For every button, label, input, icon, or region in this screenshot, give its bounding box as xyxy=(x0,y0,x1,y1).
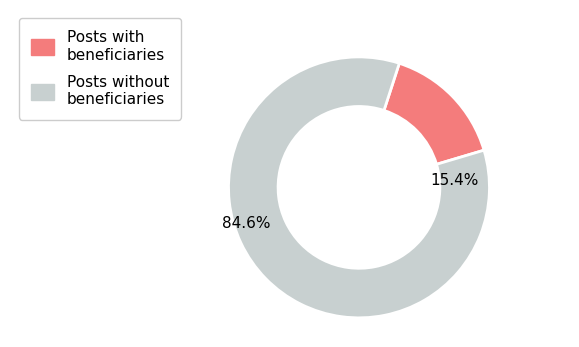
Text: 15.4%: 15.4% xyxy=(431,174,479,188)
Text: 84.6%: 84.6% xyxy=(222,217,270,231)
Wedge shape xyxy=(229,57,489,318)
Legend: Posts with
beneficiaries, Posts without
beneficiaries: Posts with beneficiaries, Posts without … xyxy=(19,18,181,119)
Wedge shape xyxy=(384,63,484,164)
